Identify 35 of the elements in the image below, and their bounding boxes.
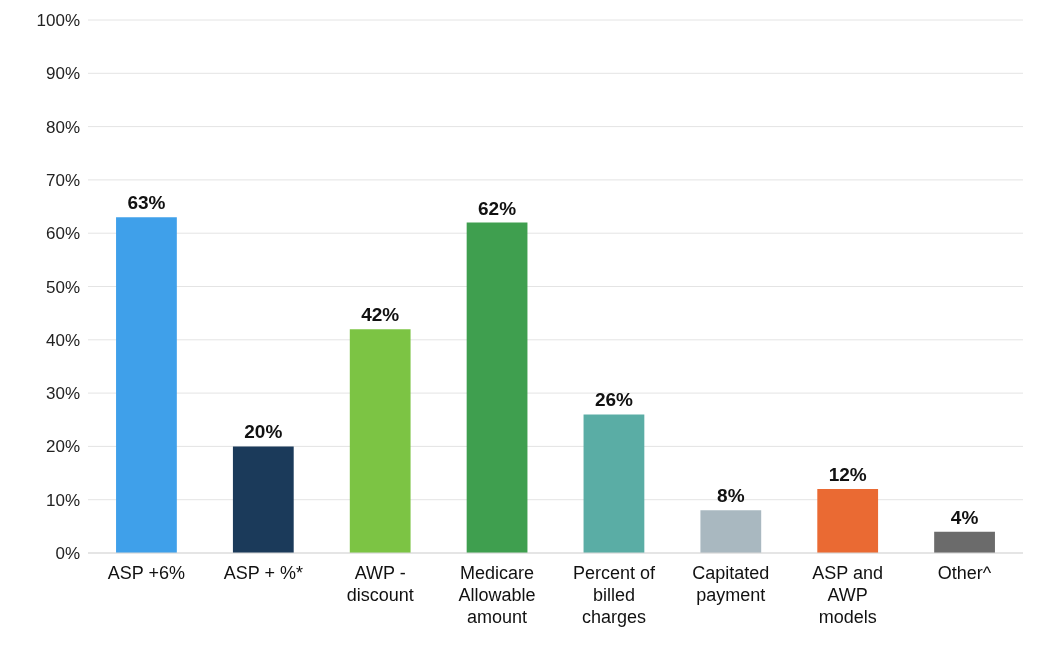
bar	[349, 329, 411, 553]
y-tick-label: 0%	[55, 544, 80, 564]
data-label: 62%	[478, 197, 517, 219]
bar	[232, 446, 294, 553]
y-tick-label: 60%	[45, 224, 80, 244]
y-tick-label: 50%	[45, 277, 80, 297]
data-label: 20%	[244, 421, 283, 443]
x-tick-label: Medicare Allowable amount	[458, 563, 536, 627]
bar	[583, 414, 645, 553]
bar	[116, 217, 177, 553]
data-label: 8%	[717, 485, 745, 507]
x-tick-label: Other^	[937, 563, 992, 583]
x-tick-label: ASP +6%	[107, 563, 186, 583]
x-tick-label: ASP + %*	[223, 563, 303, 583]
x-tick-label: AWP - discount	[346, 563, 414, 605]
data-label: 4%	[950, 506, 979, 528]
y-tick-label: 10%	[45, 490, 80, 510]
y-tick-label: 70%	[45, 170, 80, 190]
bar	[934, 531, 995, 553]
x-tick-label: Percent of billed charges	[572, 563, 656, 627]
y-tick-label: 90%	[45, 64, 80, 84]
bar	[466, 222, 528, 553]
x-tick-label: ASP and AWP models	[812, 563, 884, 627]
x-tick-label: Capitated payment	[692, 563, 770, 605]
data-label: 63%	[127, 192, 166, 214]
bar	[817, 489, 879, 553]
data-label: 26%	[594, 389, 634, 411]
data-label: 42%	[361, 304, 400, 326]
data-label: 12%	[828, 464, 867, 486]
bar	[700, 510, 762, 553]
y-tick-label: 30%	[45, 384, 80, 404]
y-tick-label: 80%	[45, 117, 80, 137]
y-tick-label: 40%	[45, 330, 80, 350]
y-tick-label: 20%	[45, 437, 80, 457]
y-tick-label: 100%	[36, 11, 80, 31]
